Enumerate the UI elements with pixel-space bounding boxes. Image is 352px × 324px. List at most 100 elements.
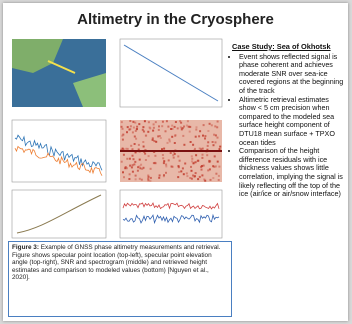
noise-pixel — [186, 125, 188, 127]
noise-pixel — [204, 135, 206, 137]
noise-pixel — [215, 141, 217, 143]
noise-pixel — [177, 127, 179, 129]
noise-pixel — [195, 136, 197, 138]
noise-pixel — [197, 178, 199, 180]
noise-pixel — [217, 137, 219, 139]
noise-pixel — [122, 128, 124, 130]
noise-pixel — [210, 179, 212, 181]
noise-pixel — [142, 129, 144, 131]
slide: Altimetry in the Cryosphere Case Study: … — [3, 3, 348, 321]
bullet-list: Event shows reflected signal is phase co… — [232, 53, 345, 199]
noise-pixel — [127, 126, 129, 128]
noise-pixel — [137, 166, 139, 168]
noise-pixel — [180, 122, 182, 124]
noise-pixel — [174, 126, 176, 128]
noise-pixel — [126, 158, 128, 160]
noise-pixel — [197, 160, 199, 162]
noise-pixel — [155, 141, 157, 143]
noise-pixel — [177, 176, 179, 178]
noise-pixel — [219, 148, 221, 150]
noise-pixel — [139, 167, 141, 169]
noise-pixel — [184, 163, 186, 165]
noise-pixel — [209, 123, 211, 125]
noise-pixel — [177, 155, 179, 157]
noise-pixel — [134, 161, 136, 163]
noise-pixel — [147, 175, 149, 177]
noise-pixel — [163, 160, 165, 162]
noise-pixel — [129, 158, 131, 160]
noise-pixel — [204, 138, 206, 140]
noise-pixel — [189, 177, 191, 179]
noise-pixel — [126, 131, 128, 133]
noise-pixel — [201, 157, 203, 159]
sidebar-heading: Case Study: Sea of Okhotsk — [232, 43, 345, 52]
noise-pixel — [178, 166, 180, 168]
noise-pixel — [203, 179, 205, 181]
noise-pixel — [129, 165, 131, 167]
noise-pixel — [218, 179, 220, 181]
noise-pixel — [213, 134, 215, 136]
noise-pixel — [194, 175, 196, 177]
noise-pixel — [152, 137, 154, 139]
noise-pixel — [174, 135, 176, 137]
noise-pixel — [122, 139, 124, 141]
noise-pixel — [195, 172, 197, 174]
noise-pixel — [179, 160, 181, 162]
noise-pixel — [145, 159, 147, 161]
noise-pixel — [153, 162, 155, 164]
bullet: Comparison of the height difference resi… — [239, 147, 345, 199]
noise-pixel — [186, 172, 188, 174]
noise-pixel — [191, 170, 193, 172]
noise-pixel — [135, 175, 137, 177]
noise-pixel — [215, 173, 217, 175]
noise-pixel — [165, 164, 167, 166]
noise-pixel — [130, 145, 132, 147]
noise-pixel — [121, 121, 123, 123]
noise-pixel — [206, 154, 208, 156]
noise-pixel — [132, 131, 134, 133]
noise-pixel — [139, 178, 141, 180]
noise-pixel — [161, 125, 163, 127]
noise-pixel — [123, 176, 125, 178]
noise-pixel — [132, 171, 134, 173]
noise-pixel — [167, 126, 169, 128]
noise-pixel — [122, 134, 124, 136]
noise-pixel — [143, 146, 145, 148]
noise-pixel — [147, 179, 149, 181]
noise-pixel — [155, 121, 157, 123]
noise-pixel — [213, 166, 215, 168]
noise-pixel — [131, 166, 133, 168]
noise-pixel — [217, 121, 219, 123]
noise-pixel — [202, 135, 204, 137]
noise-pixel — [152, 130, 154, 132]
caption-text: Example of GNSS phase altimetry measurem… — [12, 244, 221, 281]
noise-pixel — [163, 148, 165, 150]
noise-pixel — [189, 131, 191, 133]
bullet: Altimetric retrieval estimates show < 5 … — [239, 96, 345, 148]
noise-pixel — [125, 166, 127, 168]
noise-pixel — [165, 165, 167, 167]
noise-pixel — [167, 142, 169, 144]
noise-pixel — [195, 154, 197, 156]
noise-pixel — [130, 125, 132, 127]
noise-pixel — [162, 121, 164, 123]
noise-pixel — [129, 173, 131, 175]
noise-pixel — [214, 155, 216, 157]
noise-pixel — [192, 175, 194, 177]
noise-pixel — [202, 154, 204, 156]
noise-pixel — [141, 168, 143, 170]
noise-pixel — [201, 169, 203, 171]
bullet: Event shows reflected signal is phase co… — [239, 53, 345, 96]
noise-pixel — [191, 158, 193, 160]
noise-pixel — [199, 130, 201, 132]
noise-pixel — [128, 178, 130, 180]
noise-pixel — [174, 153, 176, 155]
noise-pixel — [136, 128, 138, 130]
noise-pixel — [132, 148, 134, 150]
noise-pixel — [212, 141, 214, 143]
noise-pixel — [199, 176, 201, 178]
noise-pixel — [186, 175, 188, 177]
noise-pixel — [174, 142, 176, 144]
noise-pixel — [218, 166, 220, 168]
noise-pixel — [129, 128, 131, 130]
